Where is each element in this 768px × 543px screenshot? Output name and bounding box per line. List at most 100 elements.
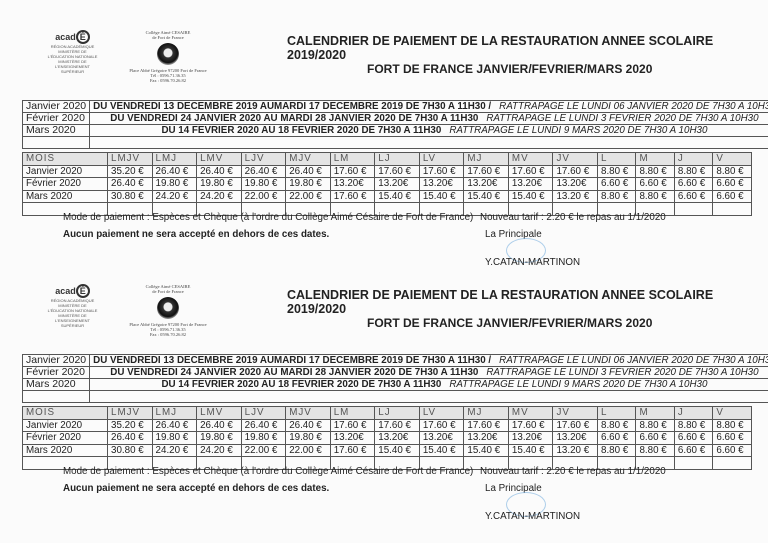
month-cell: Mars 2020 bbox=[21, 124, 91, 137]
period-cell: DU VENDREDI 24 JANVIER 2020 AU MARDI 28 … bbox=[89, 112, 768, 125]
column-header: LMV bbox=[196, 152, 242, 166]
column-header: MJV bbox=[285, 152, 331, 166]
price-cell: 15.40 € bbox=[418, 443, 465, 457]
period-cell: DU VENDREDI 24 JANVIER 2020 AU MARDI 28 … bbox=[89, 366, 768, 379]
price-cell: 17.60 € bbox=[374, 164, 420, 178]
date-row: Février 2020 DU VENDREDI 24 JANVIER 2020 … bbox=[21, 112, 768, 125]
month-cell: Février 2020 bbox=[22, 431, 108, 445]
catchup-text: RATTRAPAGE LE LUNDI 3 FEVRIER 2020 DE 7H… bbox=[486, 113, 759, 124]
column-header: V bbox=[712, 406, 752, 420]
price-cell: 8.80 € bbox=[673, 164, 714, 178]
price-cell: 17.60 € bbox=[418, 418, 465, 432]
column-header: LJV bbox=[240, 406, 287, 420]
price-cell: 26.40 € bbox=[240, 164, 287, 178]
price-cell: 24.20 € bbox=[151, 443, 198, 457]
price-cell: 35.20 € bbox=[107, 418, 153, 432]
month-cell: Février 2020 bbox=[21, 112, 91, 125]
portrait-image bbox=[157, 43, 179, 65]
column-header: LMJ bbox=[151, 406, 198, 420]
empty-cell bbox=[673, 456, 714, 470]
price-table: MOIS LMJV LMJ LMV LJV MJV LM LJ LV MJ MV JV L M J V Janv… bbox=[22, 406, 752, 470]
price-row: Janvier 2020 35.20 €26.40 €26.40 €26.40 €… bbox=[22, 164, 752, 178]
empty-cell bbox=[89, 390, 768, 403]
empty-cell bbox=[712, 456, 752, 470]
empty-cell bbox=[21, 136, 91, 149]
price-cell: 26.40 € bbox=[151, 418, 198, 432]
empty-cell bbox=[89, 136, 768, 149]
price-cell: 6.60 € bbox=[635, 177, 675, 191]
price-cell: 15.40 € bbox=[507, 443, 554, 457]
date-row: Mars 2020 DU 14 FEVRIER 2020 AU 18 FEVRIE… bbox=[21, 124, 768, 137]
price-cell: 17.60 € bbox=[463, 164, 509, 178]
tariff-note: Nouveau tarif : 2.20 € le repas au 1/1/2… bbox=[480, 466, 666, 477]
price-cell: 26.40 € bbox=[196, 418, 242, 432]
price-cell: 8.80 € bbox=[635, 443, 675, 457]
price-cell: 19.80 € bbox=[285, 431, 331, 445]
price-cell: 22.00 € bbox=[240, 189, 287, 203]
header-row: MOIS LMJV LMJ LMV LJV MJV LM LJ LV MJ MV JV L M J V bbox=[22, 152, 752, 166]
price-cell: 19.80 € bbox=[151, 431, 198, 445]
payment-mode: Mode de paiement : Espèces et Chèque (à … bbox=[63, 466, 474, 477]
price-cell: 13.20€ bbox=[552, 431, 599, 445]
price-cell: 19.80 € bbox=[196, 177, 242, 191]
price-cell: 24.20 € bbox=[196, 443, 242, 457]
column-header: LMV bbox=[196, 406, 242, 420]
date-row: Février 2020 DU VENDREDI 24 JANVIER 2020 … bbox=[21, 366, 768, 379]
column-header: L bbox=[597, 152, 637, 166]
document-subtitle: FORT DE FRANCE JANVIER/FEVRIER/MARS 2020 bbox=[367, 316, 653, 330]
price-cell: 6.60 € bbox=[597, 177, 637, 191]
price-table: MOIS LMJV LMJ LMV LJV MJV LM LJ LV MJ MV JV L M J V Janv… bbox=[22, 152, 752, 216]
college-address: Place Abbé Grégoire 97200 Fort de France bbox=[129, 68, 207, 73]
price-cell: 15.40 € bbox=[507, 189, 554, 203]
month-cell: Janvier 2020 bbox=[22, 164, 108, 178]
price-cell: 8.80 € bbox=[597, 418, 637, 432]
empty-cell bbox=[673, 202, 714, 216]
month-cell: Mars 2020 bbox=[22, 189, 108, 203]
catchup-text: RATTRAPAGE LE LUNDI 3 FEVRIER 2020 DE 7H… bbox=[486, 367, 759, 378]
price-cell: 17.60 € bbox=[374, 418, 420, 432]
column-header: M bbox=[635, 152, 675, 166]
price-cell: 13.20€ bbox=[507, 177, 554, 191]
empty-cell bbox=[107, 202, 153, 216]
column-header: MV bbox=[507, 406, 554, 420]
college-fax: Fax : 0596.70.26.82 bbox=[149, 78, 187, 83]
payment-warning: Aucun paiement ne sera accepté en dehors… bbox=[63, 483, 330, 494]
price-cell: 17.60 € bbox=[507, 164, 554, 178]
period-text: DU 14 FEVRIER 2020 AU 18 FEVRIER 2020 DE… bbox=[161, 379, 442, 390]
price-cell: 19.80 € bbox=[196, 431, 242, 445]
price-cell: 19.80 € bbox=[240, 177, 287, 191]
empty-cell bbox=[597, 456, 637, 470]
price-cell: 24.20 € bbox=[151, 189, 198, 203]
price-cell: 13.20€ bbox=[418, 431, 465, 445]
price-cell: 8.80 € bbox=[673, 418, 714, 432]
column-header: MJ bbox=[463, 152, 509, 166]
empty-cell bbox=[22, 202, 108, 216]
price-cell: 15.40 € bbox=[374, 189, 420, 203]
empty-cell bbox=[107, 456, 153, 470]
period-text: DU 14 FEVRIER 2020 AU 18 FEVRIER 2020 DE… bbox=[161, 125, 442, 136]
catchup-text: RATTRAPAGE LE LUNDI 06 JANVIER 2020 DE 7… bbox=[499, 101, 768, 112]
price-cell: 26.40 € bbox=[240, 418, 287, 432]
empty-cell bbox=[151, 456, 198, 470]
price-cell: 8.80 € bbox=[635, 164, 675, 178]
column-header: V bbox=[712, 152, 752, 166]
empty-cell bbox=[21, 390, 91, 403]
price-cell: 19.80 € bbox=[285, 177, 331, 191]
empty-cell bbox=[635, 202, 675, 216]
period-text: DU VENDREDI 13 DECEMBRE 2019 AUMARDI 17 … bbox=[93, 101, 492, 112]
column-header: LMJV bbox=[107, 406, 153, 420]
price-cell: 26.40 € bbox=[285, 164, 331, 178]
price-row: Mars 2020 30.80 €24.20 €24.20 €22.00 €22.… bbox=[22, 189, 752, 203]
price-cell: 22.00 € bbox=[285, 189, 331, 203]
stamp-signature bbox=[506, 492, 546, 517]
college-fax: Fax : 0596.70.26.82 bbox=[149, 332, 187, 337]
college-tel: Tél : 0596.71.36.35 bbox=[150, 73, 186, 78]
price-cell: 17.60 € bbox=[329, 443, 376, 457]
period-text: DU VENDREDI 24 JANVIER 2020 AU MARDI 28 … bbox=[110, 113, 479, 124]
academie-logo: acad É RÉGION ACADÉMIQUE MINISTÈRE DE L'ÉDU… bbox=[47, 30, 98, 74]
price-cell: 13.20€ bbox=[329, 431, 376, 445]
price-cell: 13.20 € bbox=[552, 189, 599, 203]
month-cell: Janvier 2020 bbox=[21, 354, 91, 367]
price-cell: 17.60 € bbox=[329, 418, 376, 432]
price-cell: 6.60 € bbox=[673, 189, 714, 203]
